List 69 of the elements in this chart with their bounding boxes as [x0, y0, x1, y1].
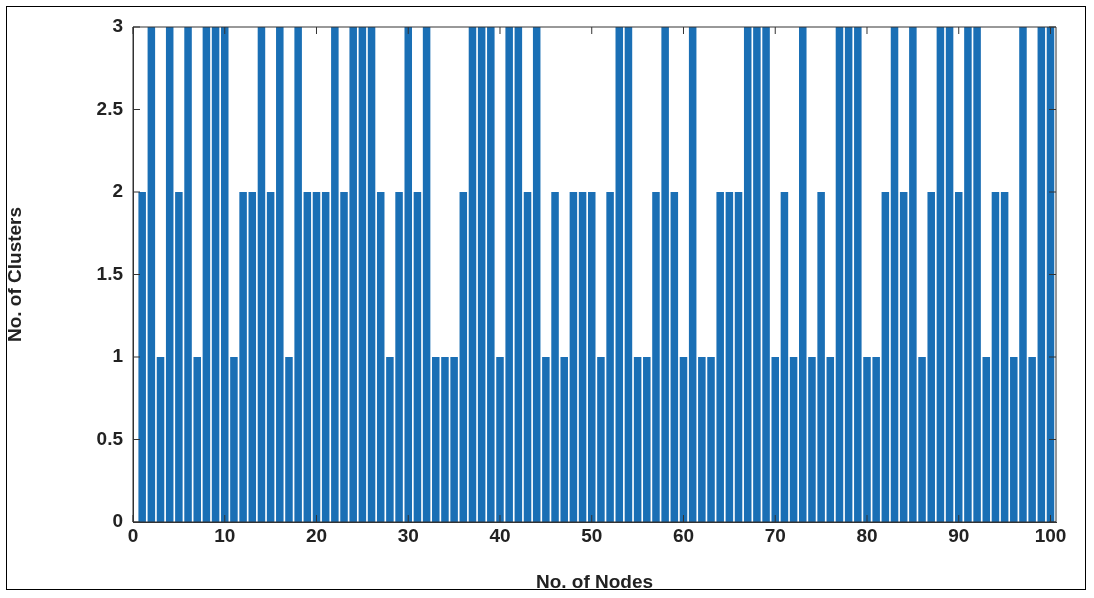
bar [312, 192, 321, 522]
y-tick-label: 1 [112, 345, 124, 367]
bar [459, 192, 468, 522]
bar [835, 27, 844, 522]
bar [138, 192, 146, 522]
bar [523, 192, 532, 522]
y-tick-label: 0.5 [96, 427, 124, 449]
bar [367, 27, 376, 522]
y-axis-title: No. of Clusters [3, 206, 25, 343]
bar [890, 27, 899, 522]
bar [936, 27, 945, 522]
bar [569, 192, 578, 522]
bar [147, 27, 156, 522]
x-tick-label: 20 [305, 524, 328, 546]
x-tick-label: 90 [948, 524, 970, 546]
bar [376, 192, 385, 522]
x-tick-label: 70 [764, 524, 786, 546]
bar [358, 27, 367, 522]
bar [670, 192, 679, 522]
bar [156, 357, 165, 522]
bar [211, 27, 220, 522]
bar [624, 27, 633, 522]
x-axis-title: No. of Nodes [535, 570, 654, 592]
bar [688, 27, 697, 522]
bar [257, 27, 266, 522]
x-tick-label: 50 [581, 524, 603, 546]
x-tick-label: 0 [127, 524, 139, 546]
bar [477, 27, 486, 522]
bar [743, 27, 752, 522]
bar [991, 192, 1000, 522]
bar [303, 192, 312, 522]
bar [633, 357, 642, 522]
x-tick-label: 30 [397, 524, 419, 546]
y-tick-label: 0 [112, 510, 123, 532]
bar [266, 192, 275, 522]
y-tick-label: 1.5 [96, 262, 124, 284]
bar [899, 192, 908, 522]
bar [1046, 27, 1055, 522]
bar [789, 357, 798, 522]
bar [679, 357, 688, 522]
y-tick-label: 2 [112, 180, 123, 202]
bar [248, 192, 257, 522]
x-tick-label: 60 [672, 524, 695, 546]
bar [468, 27, 477, 522]
bar [982, 357, 991, 522]
bar [725, 192, 734, 522]
x-tick-label: 80 [856, 524, 878, 546]
y-tick-label: 3 [112, 15, 123, 37]
bar [532, 27, 541, 522]
bar [615, 27, 624, 522]
bar [881, 192, 890, 522]
x-tick-label: 100 [1034, 524, 1067, 546]
y-tick-label: 2.5 [96, 97, 124, 119]
bar [1037, 27, 1046, 522]
bar [826, 357, 835, 522]
bar [1000, 192, 1009, 522]
bar [165, 27, 174, 522]
bar [945, 27, 954, 522]
bar [422, 27, 431, 522]
x-tick-label: 40 [489, 524, 511, 546]
bar [321, 192, 330, 522]
bar [780, 192, 789, 522]
bar [578, 192, 587, 522]
bar [734, 192, 743, 522]
bar [514, 27, 523, 522]
bar [844, 27, 853, 522]
x-tick-label: 10 [214, 524, 236, 546]
bar [202, 27, 211, 522]
bar [413, 192, 422, 522]
